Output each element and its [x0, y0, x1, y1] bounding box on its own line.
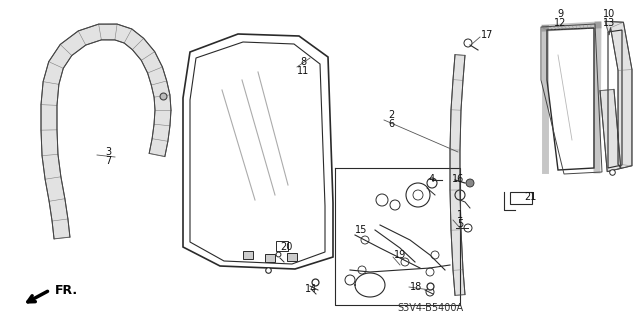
Text: 4: 4	[429, 174, 435, 184]
Text: 12: 12	[554, 18, 566, 28]
Text: 21: 21	[524, 192, 536, 202]
Text: S3V4-B5400A: S3V4-B5400A	[397, 303, 463, 313]
Text: 16: 16	[452, 174, 464, 184]
Polygon shape	[41, 24, 171, 239]
Text: 8: 8	[300, 57, 306, 67]
Circle shape	[466, 179, 474, 187]
Text: 9: 9	[557, 9, 563, 19]
FancyBboxPatch shape	[287, 253, 297, 261]
Text: 18: 18	[410, 282, 422, 292]
Text: 14: 14	[305, 284, 317, 294]
Text: 5: 5	[457, 219, 463, 229]
Polygon shape	[450, 55, 465, 295]
Text: 1: 1	[457, 210, 463, 220]
Text: FR.: FR.	[55, 285, 78, 298]
Text: 17: 17	[481, 30, 493, 40]
Polygon shape	[600, 21, 632, 172]
Text: 19: 19	[394, 250, 406, 260]
Text: 11: 11	[297, 66, 309, 76]
Text: 6: 6	[388, 119, 394, 129]
Text: 2: 2	[388, 110, 394, 120]
FancyBboxPatch shape	[265, 254, 275, 262]
Text: 13: 13	[603, 18, 615, 28]
Text: 20: 20	[280, 242, 292, 252]
FancyBboxPatch shape	[243, 251, 253, 259]
Text: 10: 10	[603, 9, 615, 19]
Text: 3: 3	[105, 147, 111, 157]
Text: 15: 15	[355, 225, 367, 235]
Text: 7: 7	[105, 156, 111, 166]
